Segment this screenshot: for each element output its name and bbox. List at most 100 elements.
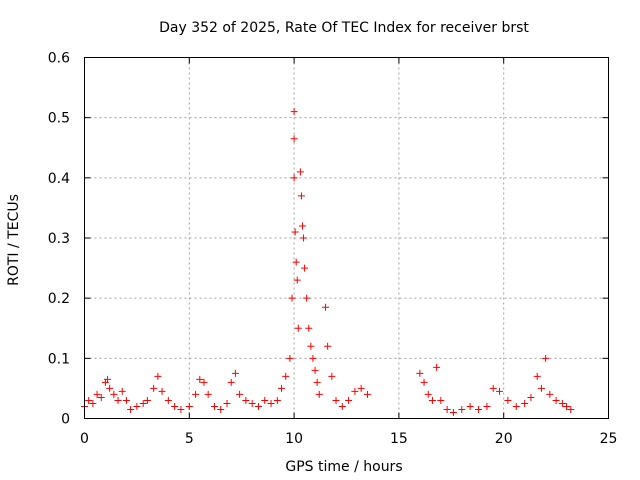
data-point xyxy=(248,399,256,407)
data-point xyxy=(313,378,321,386)
data-point xyxy=(305,324,313,332)
data-point xyxy=(104,375,112,383)
x-tick-label: 0 xyxy=(80,431,89,447)
data-point xyxy=(242,396,250,404)
data-point xyxy=(351,387,359,395)
data-point xyxy=(437,396,445,404)
data-point xyxy=(204,390,212,398)
data-point xyxy=(89,399,97,407)
data-point xyxy=(223,399,231,407)
data-point xyxy=(300,234,308,242)
data-point xyxy=(254,402,262,410)
y-tick-label: 0.3 xyxy=(48,231,70,247)
y-tick-labels: 0 0.1 0.2 0.3 0.4 0.5 0.6 xyxy=(48,51,70,428)
data-point xyxy=(307,342,315,350)
data-point xyxy=(416,369,424,377)
y-tick-label: 0.6 xyxy=(48,51,70,67)
data-point xyxy=(143,396,151,404)
data-point xyxy=(315,390,323,398)
y-tick-label: 0.1 xyxy=(48,351,70,367)
data-point xyxy=(466,402,474,410)
data-point xyxy=(298,222,306,230)
data-point xyxy=(322,303,330,311)
x-axis-title: GPS time / hours xyxy=(285,459,402,475)
data-point xyxy=(158,387,166,395)
data-point xyxy=(328,372,336,380)
data-point xyxy=(97,393,105,401)
data-point xyxy=(286,354,294,362)
data-point xyxy=(217,405,225,413)
data-point xyxy=(449,408,457,416)
data-point xyxy=(164,396,172,404)
data-point xyxy=(290,108,298,116)
y-tick-label: 0.5 xyxy=(48,111,70,127)
data-point xyxy=(210,402,218,410)
data-point xyxy=(475,405,483,413)
axis-ticks xyxy=(84,57,609,419)
data-point xyxy=(200,378,208,386)
data-point xyxy=(273,396,281,404)
data-point xyxy=(261,396,269,404)
data-point xyxy=(93,390,101,398)
data-point xyxy=(527,393,535,401)
data-point xyxy=(133,402,141,410)
grid-lines xyxy=(84,57,609,419)
x-tick-label: 25 xyxy=(600,431,618,447)
data-point xyxy=(332,396,340,404)
data-point xyxy=(118,387,126,395)
y-tick-label: 0.2 xyxy=(48,291,70,307)
data-point xyxy=(546,390,554,398)
data-point xyxy=(483,402,491,410)
data-point xyxy=(192,390,200,398)
y-tick-label: 0 xyxy=(61,412,70,428)
data-point xyxy=(301,264,309,272)
data-point xyxy=(338,402,346,410)
data-point xyxy=(294,324,302,332)
data-point xyxy=(267,399,275,407)
data-point xyxy=(552,396,560,404)
y-tick-label: 0.4 xyxy=(48,171,70,187)
chart-title: Day 352 of 2025, Rate Of TEC Index for r… xyxy=(159,20,529,36)
data-point xyxy=(363,390,371,398)
data-point xyxy=(231,369,239,377)
data-point xyxy=(290,174,298,182)
data-point xyxy=(489,384,497,392)
data-point xyxy=(567,405,575,413)
data-point xyxy=(542,354,550,362)
data-point xyxy=(196,375,204,383)
data-point xyxy=(563,402,571,410)
x-tick-labels: 0 5 10 15 20 25 xyxy=(80,431,617,447)
data-point xyxy=(433,363,441,371)
data-point xyxy=(512,402,520,410)
data-point xyxy=(288,294,296,302)
data-point xyxy=(420,378,428,386)
data-point xyxy=(558,399,566,407)
data-point xyxy=(296,168,304,176)
data-point xyxy=(177,405,185,413)
data-point xyxy=(504,396,512,404)
data-point xyxy=(114,396,122,404)
data-point xyxy=(185,402,193,410)
data-point xyxy=(424,390,432,398)
data-point xyxy=(345,396,353,404)
data-point xyxy=(292,258,300,266)
data-point xyxy=(357,384,365,392)
data-point xyxy=(309,354,317,362)
x-tick-label: 5 xyxy=(185,431,194,447)
data-point xyxy=(291,228,299,236)
data-point xyxy=(139,399,147,407)
data-point xyxy=(110,390,118,398)
data-point xyxy=(154,372,162,380)
data-point xyxy=(282,372,290,380)
data-point xyxy=(303,294,311,302)
y-axis-title: ROTI / TECUs xyxy=(6,194,22,286)
data-point xyxy=(85,396,93,404)
data-point xyxy=(122,396,130,404)
data-point xyxy=(324,342,332,350)
data-point xyxy=(290,135,298,143)
data-point xyxy=(521,399,529,407)
data-point xyxy=(537,384,545,392)
data-point xyxy=(150,384,158,392)
data-point xyxy=(278,384,286,392)
